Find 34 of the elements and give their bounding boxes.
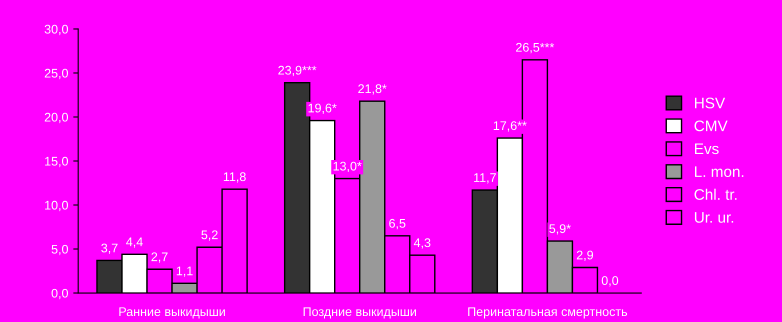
legend-label: HSV xyxy=(695,98,726,108)
x-tick-label: Ранние выкидыши xyxy=(119,307,225,318)
data-label: 11,7 xyxy=(474,173,496,184)
data-label: 26,5*** xyxy=(516,42,554,54)
data-label: 19,6* xyxy=(308,104,337,114)
y-tick-label: 15,0 xyxy=(45,156,68,168)
data-label: 2,7 xyxy=(151,252,168,263)
data-label: 11,8 xyxy=(224,172,246,183)
legend-label: Ur. ur. xyxy=(694,212,734,223)
data-label: 3,7 xyxy=(101,244,118,254)
data-label: 6,5 xyxy=(389,218,406,230)
y-tick-label: 5,0 xyxy=(52,244,68,256)
y-tick-label: 20,0 xyxy=(44,112,68,124)
y-tick-label: 30,0 xyxy=(44,24,68,36)
y-tick-label: 25,0 xyxy=(44,68,68,80)
data-label: 13,0* xyxy=(334,162,362,172)
data-label: 21,8* xyxy=(358,84,387,95)
data-label: 17,6** xyxy=(494,121,527,132)
data-label: 0,0 xyxy=(602,276,618,286)
x-tick-label: Перинатальная смертность xyxy=(468,307,628,319)
legend-label: L. mon. xyxy=(695,166,744,178)
legend-label: Evs xyxy=(695,144,719,154)
data-label: 5,9* xyxy=(549,224,571,235)
data-label: 4,3 xyxy=(414,238,430,249)
data-label: 1,1 xyxy=(176,266,193,277)
data-label: 23,9*** xyxy=(278,66,316,76)
data-label: 2,9 xyxy=(576,250,594,261)
y-tick-label: 10,0 xyxy=(45,200,68,212)
x-tick-label: Поздние выкидыши xyxy=(304,307,416,318)
data-label: 4,4 xyxy=(126,238,143,248)
legend-label: Chl. tr. xyxy=(694,188,737,200)
y-tick-label: 0,0 xyxy=(52,288,68,300)
data-label: 5,2 xyxy=(201,230,218,241)
legend-label: CMV xyxy=(694,120,728,132)
